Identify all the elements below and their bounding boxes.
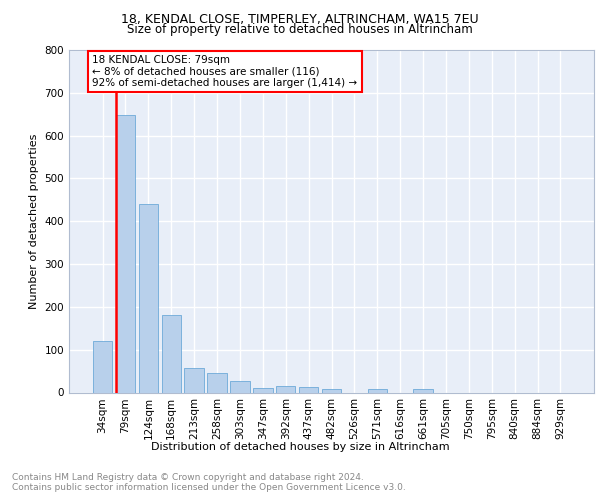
Bar — [208, 373, 227, 392]
Bar — [299, 388, 319, 392]
Text: Contains public sector information licensed under the Open Government Licence v3: Contains public sector information licen… — [12, 484, 406, 492]
Text: Size of property relative to detached houses in Altrincham: Size of property relative to detached ho… — [127, 22, 473, 36]
Bar — [93, 341, 112, 392]
Y-axis label: Number of detached properties: Number of detached properties — [29, 134, 39, 309]
Bar — [253, 388, 272, 392]
Bar — [368, 389, 387, 392]
Text: 18 KENDAL CLOSE: 79sqm
← 8% of detached houses are smaller (116)
92% of semi-det: 18 KENDAL CLOSE: 79sqm ← 8% of detached … — [92, 55, 358, 88]
Bar — [184, 368, 204, 392]
Text: Contains HM Land Registry data © Crown copyright and database right 2024.: Contains HM Land Registry data © Crown c… — [12, 472, 364, 482]
Bar — [230, 381, 250, 392]
Bar — [139, 204, 158, 392]
Bar — [116, 115, 135, 392]
Text: Distribution of detached houses by size in Altrincham: Distribution of detached houses by size … — [151, 442, 449, 452]
Bar — [322, 389, 341, 392]
Bar — [161, 316, 181, 392]
Bar — [276, 386, 295, 392]
Text: 18, KENDAL CLOSE, TIMPERLEY, ALTRINCHAM, WA15 7EU: 18, KENDAL CLOSE, TIMPERLEY, ALTRINCHAM,… — [121, 12, 479, 26]
Bar — [413, 389, 433, 392]
